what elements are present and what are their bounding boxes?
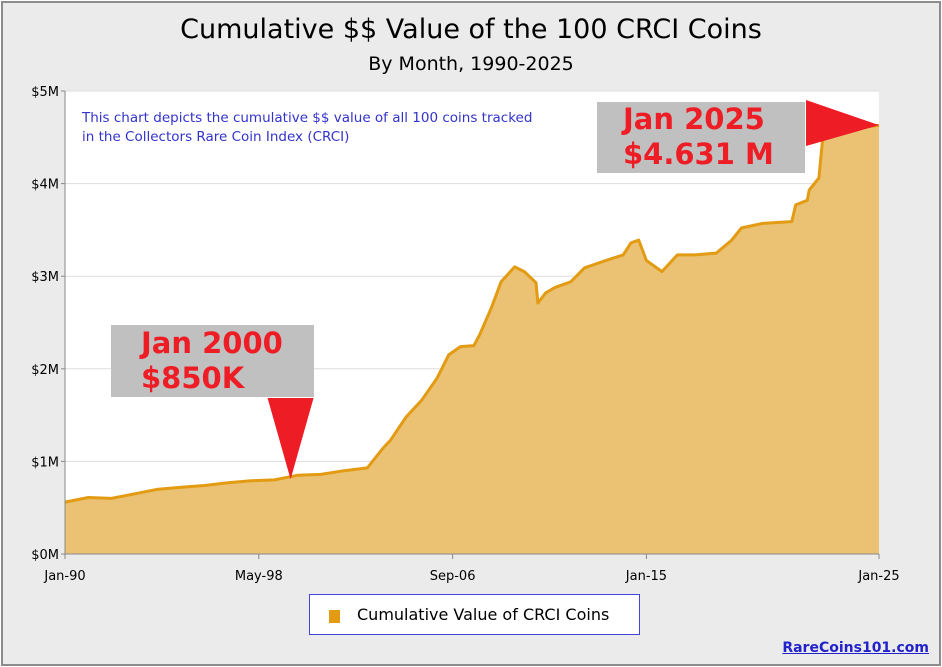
y-tick-label: $0M [31, 548, 59, 563]
chart-title: Cumulative $$ Value of the 100 CRCI Coin… [180, 14, 762, 45]
x-tick-label: Jan-25 [857, 569, 899, 584]
chart-subtitle: By Month, 1990-2025 [368, 53, 574, 75]
y-tick-label: $4M [31, 178, 59, 193]
series-area [65, 125, 879, 554]
x-tick-label: Sep-06 [430, 569, 476, 584]
note-line-1: This chart depicts the cumulative $$ val… [82, 110, 533, 126]
annotation-jan-2000: Jan 2000 $850K [111, 325, 314, 397]
x-tick-label: Jan-15 [625, 569, 667, 584]
annotation-date: Jan 2000 [141, 326, 283, 360]
annotation-jan-2025: Jan 2025 $4.631 M [597, 102, 805, 173]
annotation-date: Jan 2025 [623, 102, 765, 136]
y-tick-label: $5M [31, 85, 59, 100]
y-tick-label: $1M [31, 455, 59, 470]
x-tick-label: May-98 [235, 569, 283, 584]
y-tick-label: $3M [31, 270, 59, 285]
y-tick-label: $2M [31, 363, 59, 378]
series-line [64, 123, 880, 504]
chart-note: This chart depicts the cumulative $$ val… [82, 109, 602, 147]
annotation-value: $4.631 M [623, 137, 774, 171]
annotation-pointer-2025 [806, 100, 879, 146]
credit-link[interactable]: RareCoins101.com [782, 640, 929, 656]
x-tick-label: Jan-90 [43, 569, 85, 584]
annotation-pointer-2000 [267, 398, 314, 480]
note-line-2: in the Collectors Rare Coin Index (CRCI) [82, 129, 350, 145]
legend[interactable]: Cumulative Value of CRCI Coins [309, 594, 640, 635]
legend-label: Cumulative Value of CRCI Coins [357, 605, 610, 624]
annotation-value: $850K [141, 361, 245, 395]
legend-swatch [329, 610, 340, 623]
